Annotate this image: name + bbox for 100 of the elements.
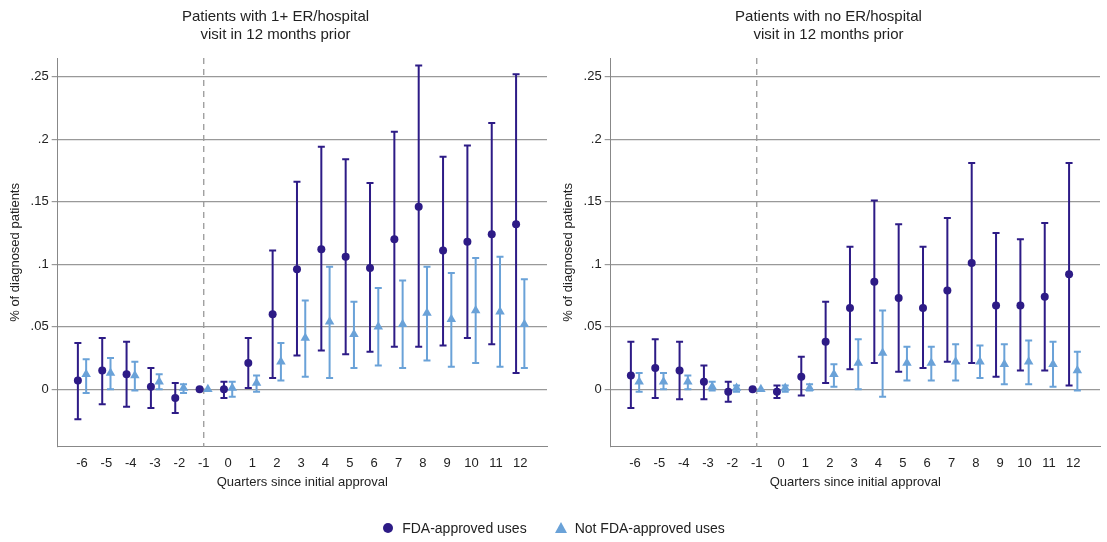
point bbox=[203, 383, 213, 393]
chart-title: Patients with 1+ ER/hospital visit in 12 months prior bbox=[181, 7, 370, 43]
x-tick-label: -6 bbox=[76, 455, 88, 471]
point bbox=[105, 367, 116, 376]
point bbox=[1040, 292, 1049, 301]
point bbox=[797, 372, 806, 381]
y-tick-label: .05 bbox=[583, 318, 602, 334]
x-tick-label: -6 bbox=[629, 455, 641, 471]
point bbox=[487, 230, 496, 239]
y-axis-title: % of diagnosed patients bbox=[7, 182, 23, 322]
y-tick-label: .2 bbox=[37, 130, 49, 146]
point bbox=[171, 394, 180, 403]
point bbox=[414, 202, 423, 211]
x-tick-label: 4 bbox=[874, 455, 883, 471]
point bbox=[877, 347, 888, 356]
point bbox=[178, 382, 189, 391]
point bbox=[195, 385, 204, 394]
x-tick-label: 6 bbox=[923, 455, 931, 471]
point bbox=[699, 377, 708, 386]
point bbox=[870, 277, 879, 286]
x-tick-label: 3 bbox=[297, 455, 305, 471]
point bbox=[512, 220, 521, 229]
point bbox=[324, 316, 335, 325]
point bbox=[300, 332, 311, 341]
point bbox=[845, 304, 854, 313]
point bbox=[748, 385, 757, 394]
point bbox=[439, 246, 448, 255]
point bbox=[470, 305, 481, 314]
point bbox=[926, 357, 937, 366]
point bbox=[519, 318, 530, 328]
point bbox=[366, 264, 375, 273]
legend-label: FDA-approved uses bbox=[402, 520, 527, 536]
legend-label: Not FDA-approved uses bbox=[574, 520, 725, 536]
point bbox=[634, 376, 644, 385]
point bbox=[772, 387, 781, 396]
chart-title: Patients with no ER/hospital visit in 12 months prior bbox=[735, 7, 922, 43]
x-tick-label: 9 bbox=[443, 455, 451, 471]
y-tick-label: .1 bbox=[37, 255, 49, 271]
point bbox=[154, 376, 164, 385]
point bbox=[658, 376, 669, 385]
point bbox=[1023, 356, 1034, 365]
x-tick-label: 8 bbox=[419, 455, 427, 471]
point bbox=[73, 376, 82, 385]
x-tick-label: -3 bbox=[149, 455, 161, 471]
point bbox=[130, 370, 140, 379]
y-tick-label: 0 bbox=[594, 380, 602, 396]
point bbox=[651, 364, 660, 373]
point bbox=[81, 368, 91, 378]
x-tick-label: -2 bbox=[726, 455, 739, 471]
y-axis-title: % of diagnosed patients bbox=[560, 182, 576, 322]
x-tick-label: 0 bbox=[777, 455, 785, 471]
point bbox=[373, 321, 384, 330]
x-axis-title: Quarters since initial approval bbox=[216, 473, 389, 489]
x-tick-label: 6 bbox=[370, 455, 378, 471]
point bbox=[463, 237, 472, 246]
point bbox=[446, 313, 457, 323]
point bbox=[967, 259, 976, 268]
point bbox=[999, 358, 1010, 368]
point bbox=[341, 252, 350, 261]
point bbox=[626, 371, 635, 380]
point bbox=[724, 387, 733, 396]
y-tick-label: .2 bbox=[590, 130, 602, 146]
x-tick-label: -1 bbox=[750, 455, 763, 471]
x-tick-label: 9 bbox=[996, 455, 1004, 471]
point bbox=[317, 245, 326, 254]
point bbox=[219, 385, 228, 394]
point bbox=[397, 318, 408, 328]
x-tick-label: 7 bbox=[394, 455, 403, 471]
point bbox=[1065, 270, 1074, 279]
x-tick-label: 12 bbox=[1065, 455, 1081, 471]
point bbox=[390, 235, 399, 244]
y-tick-label: .25 bbox=[583, 68, 602, 84]
point bbox=[146, 382, 155, 391]
x-tick-label: 3 bbox=[850, 455, 858, 471]
x-tick-label: 7 bbox=[947, 455, 956, 471]
y-tick-label: .1 bbox=[590, 255, 602, 271]
x-tick-label: -3 bbox=[702, 455, 714, 471]
x-tick-label: -5 bbox=[653, 455, 666, 471]
x-tick-label: -4 bbox=[677, 455, 690, 471]
x-tick-label: -2 bbox=[173, 455, 186, 471]
point bbox=[919, 304, 928, 313]
x-tick-label: 8 bbox=[972, 455, 980, 471]
x-tick-label: -5 bbox=[100, 455, 113, 471]
x-tick-label: 0 bbox=[224, 455, 232, 471]
x-tick-label: 11 bbox=[1042, 455, 1056, 471]
point bbox=[268, 310, 277, 319]
y-tick-label: .15 bbox=[30, 193, 49, 209]
x-tick-label: 1 bbox=[801, 455, 810, 471]
x-tick-label: 1 bbox=[248, 455, 257, 471]
x-tick-label: 10 bbox=[464, 455, 479, 471]
point bbox=[98, 366, 107, 375]
point bbox=[853, 357, 864, 366]
point bbox=[227, 382, 237, 391]
point bbox=[251, 377, 262, 386]
x-tick-label: 10 bbox=[1017, 455, 1032, 471]
x-axis-title: Quarters since initial approval bbox=[769, 473, 942, 489]
point bbox=[950, 356, 961, 365]
x-tick-label: 12 bbox=[512, 455, 528, 471]
point bbox=[894, 294, 903, 303]
x-tick-label: -1 bbox=[197, 455, 210, 471]
